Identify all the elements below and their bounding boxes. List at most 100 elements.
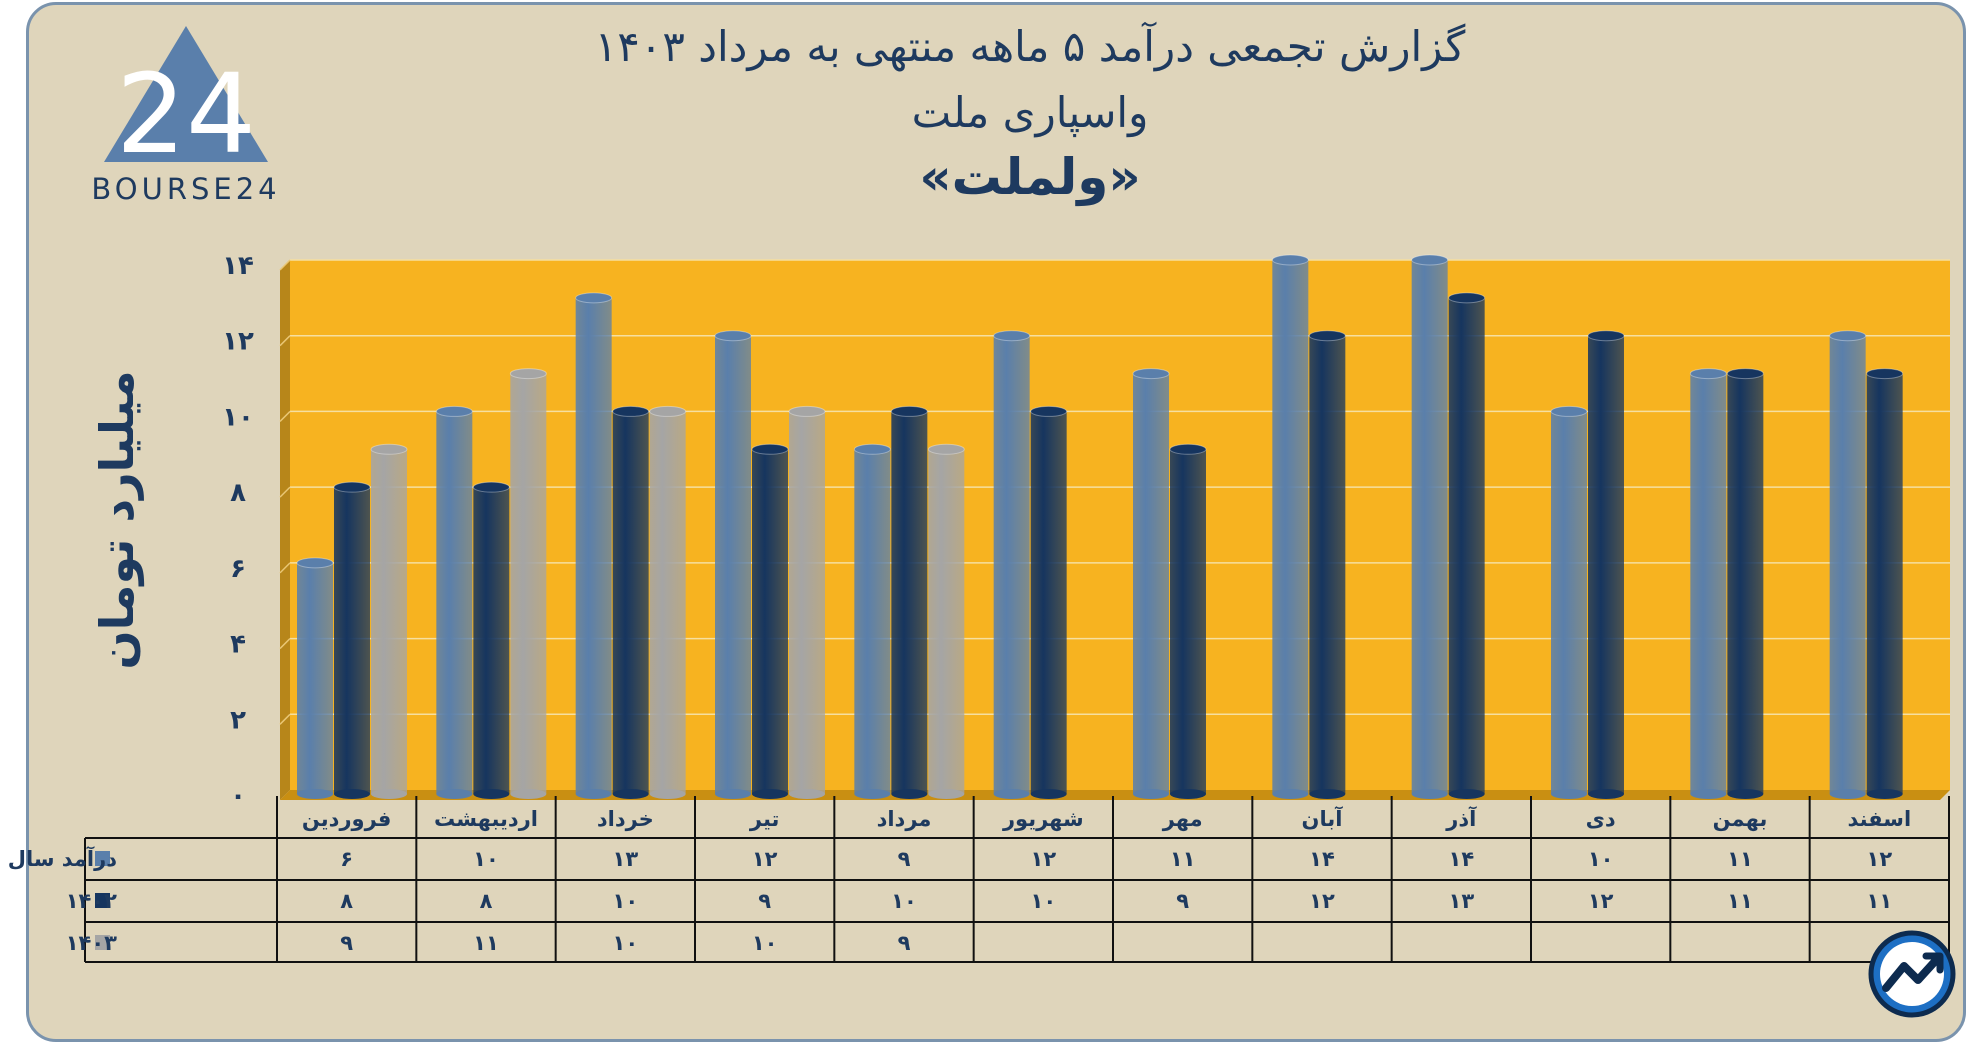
bar-cap — [853, 443, 891, 455]
category-label: اسفند — [1847, 807, 1911, 831]
bar-body — [1272, 260, 1309, 794]
data-label: ۸ — [480, 889, 493, 913]
legend-label: ۱۴۰۲ — [66, 889, 117, 913]
company-symbol: «ولملت» — [919, 148, 1141, 206]
bar — [1308, 330, 1346, 799]
bar-base — [649, 789, 686, 799]
data-label: ۱۲ — [1031, 847, 1057, 871]
category-label: شهریور — [1002, 807, 1084, 831]
logo-text: BOURSE24 — [91, 172, 281, 206]
bar-body — [752, 449, 788, 794]
bar-cap — [890, 405, 928, 417]
bar-base — [789, 789, 825, 799]
data-label: ۹ — [898, 847, 911, 871]
bar-body — [1727, 373, 1764, 794]
bar-body — [1309, 335, 1346, 794]
bar-body — [789, 411, 825, 794]
bar-cap — [1550, 405, 1588, 417]
data-label: ۱۰ — [473, 847, 499, 871]
bar-cap — [927, 443, 965, 455]
bar — [1726, 368, 1764, 799]
bar-body — [297, 562, 333, 794]
bar — [714, 330, 752, 799]
bar-base — [1829, 789, 1866, 799]
bar-cap — [370, 443, 408, 455]
category-label: بهمن — [1713, 807, 1768, 831]
y-tick-label: ۶ — [230, 554, 246, 584]
bar-cap — [993, 330, 1031, 342]
bar — [1132, 368, 1170, 799]
bar-base — [1309, 789, 1346, 799]
bar — [1550, 405, 1588, 799]
bar — [1448, 292, 1486, 799]
bar-body — [1448, 297, 1485, 794]
data-label: ۱۱ — [1727, 847, 1753, 871]
bar — [1411, 254, 1449, 799]
data-label: ۱۲ — [1867, 847, 1893, 871]
bar-base — [1272, 789, 1309, 799]
category-label: آبان — [1302, 806, 1344, 831]
bar — [1866, 368, 1904, 799]
bar-cap — [1169, 443, 1207, 455]
data-label: ۱۰ — [1588, 847, 1614, 871]
bar-cap — [1132, 368, 1170, 380]
data-label: ۹ — [340, 931, 353, 955]
gridline-side — [279, 713, 291, 725]
bar-base — [334, 789, 370, 799]
data-label: ۱۴ — [1449, 847, 1475, 871]
bar-base — [993, 789, 1030, 799]
bar-base — [297, 789, 333, 799]
y-tick-label: ۸ — [230, 478, 246, 508]
bar-base — [854, 789, 891, 799]
category-label: مهر — [1162, 807, 1203, 831]
bar-cap — [1866, 368, 1904, 380]
bar-body — [1551, 411, 1587, 794]
plot-side-wall — [280, 260, 290, 800]
bar — [1587, 330, 1625, 799]
bar-body — [715, 335, 751, 794]
bar — [435, 405, 473, 799]
data-label: ۹ — [1176, 889, 1189, 913]
bar-cap — [333, 481, 371, 493]
bar-body — [473, 487, 510, 794]
data-label: ۱۰ — [1031, 889, 1057, 913]
y-tick-label: ۴ — [230, 630, 246, 660]
bar-cap — [714, 330, 752, 342]
bar — [509, 368, 547, 799]
bar-base — [1727, 789, 1764, 799]
bar-body — [1829, 335, 1866, 794]
bar-base — [510, 789, 547, 799]
bar-base — [1411, 789, 1448, 799]
category-label: فروردین — [302, 807, 392, 831]
bar-body — [575, 297, 612, 794]
bar — [296, 557, 334, 799]
bar-base — [1170, 789, 1206, 799]
bar — [333, 481, 371, 799]
category-label: مرداد — [877, 807, 932, 831]
data-label: ۱۴ — [1309, 847, 1335, 871]
logo-number: 24 — [116, 50, 256, 178]
bar-base — [575, 789, 612, 799]
bar — [890, 405, 928, 799]
bar-base — [1588, 789, 1624, 799]
bar-body — [1170, 449, 1206, 794]
bar — [927, 443, 965, 799]
bar-base — [612, 789, 649, 799]
bar — [370, 443, 408, 799]
bar-cap — [472, 481, 510, 493]
gridline-side — [279, 410, 291, 422]
gridline-side — [279, 486, 291, 498]
bar-body — [1133, 373, 1169, 794]
bar — [575, 292, 613, 799]
data-label: ۶ — [340, 847, 353, 871]
data-label: ۱۲ — [1309, 889, 1335, 913]
bar — [853, 443, 891, 799]
bar-cap — [612, 405, 650, 417]
data-label: ۱۲ — [1588, 889, 1614, 913]
bar-cap — [1829, 330, 1867, 342]
data-label: ۱۱ — [1170, 847, 1196, 871]
bar-cap — [575, 292, 613, 304]
category-label: اردیبهشت — [434, 807, 538, 831]
bar — [993, 330, 1031, 799]
y-tick-label: ۱۲ — [222, 327, 254, 357]
